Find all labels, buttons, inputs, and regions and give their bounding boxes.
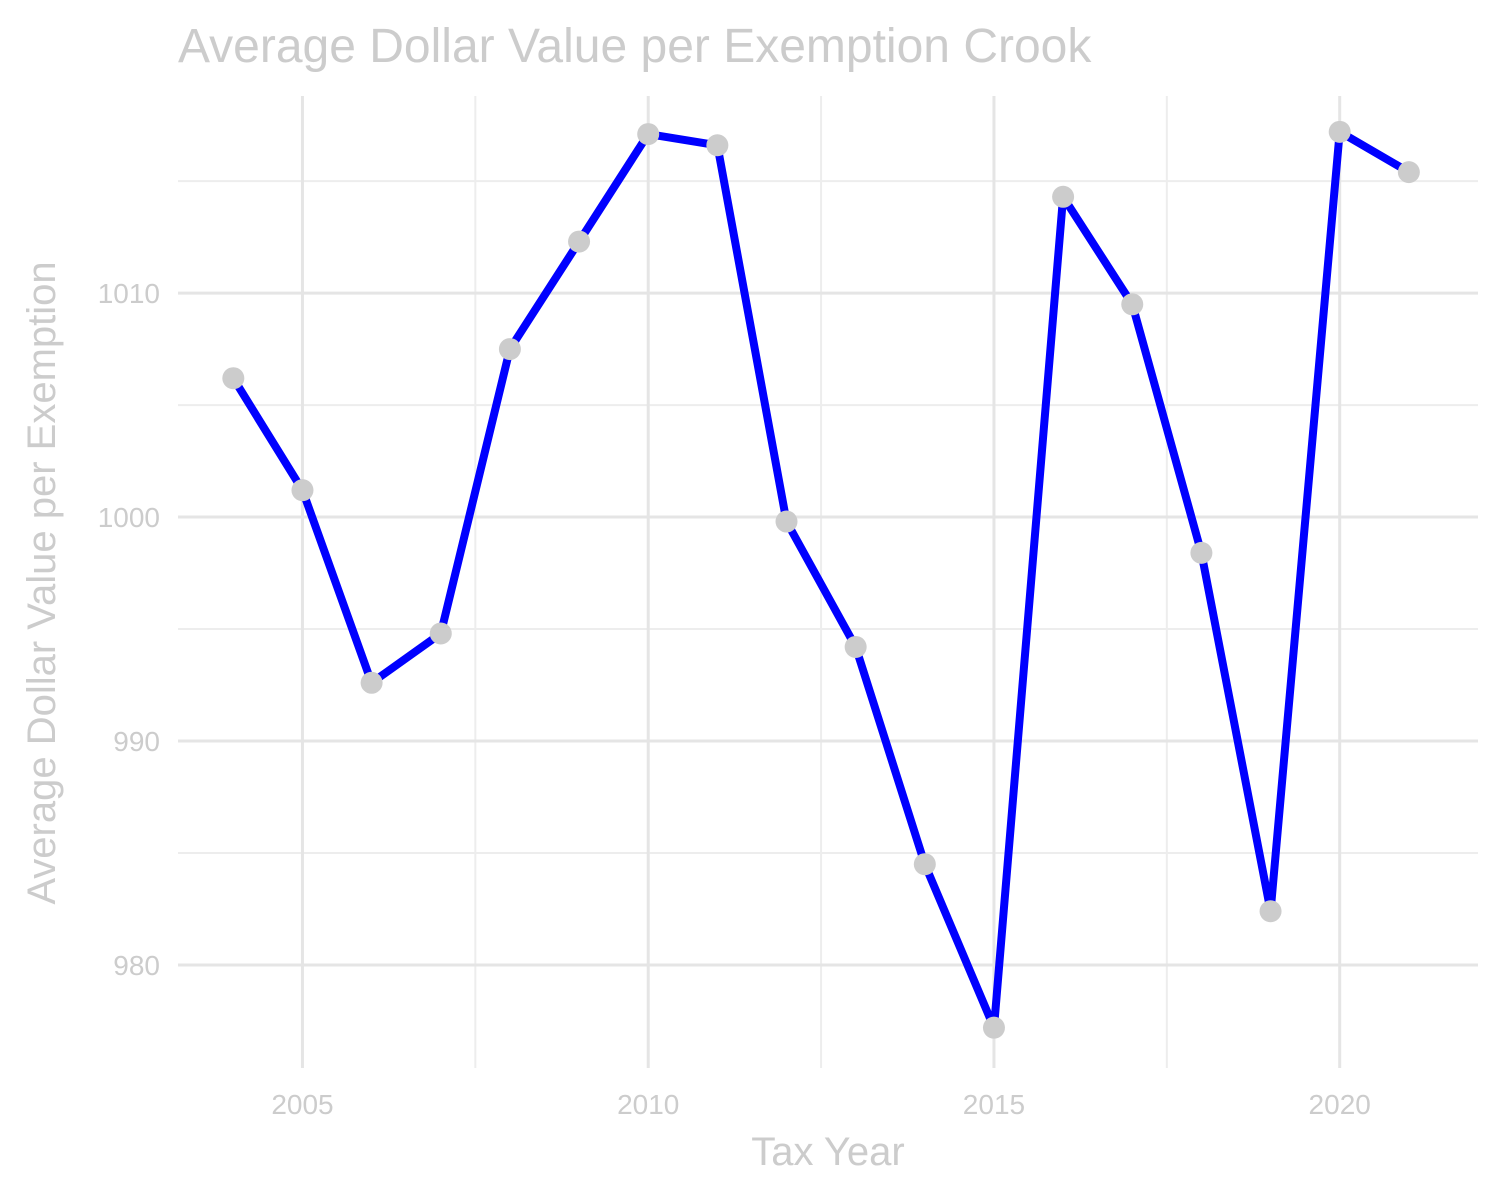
x-tick-label: 2010 <box>617 1089 679 1120</box>
x-tick-label: 2020 <box>1309 1089 1371 1120</box>
data-point <box>291 479 314 502</box>
data-point <box>775 510 798 533</box>
y-tick-label: 1000 <box>98 502 160 533</box>
tick-labels: 980 990 1000 1010 2005 2010 2015 2020 <box>98 278 1371 1120</box>
chart-title: Average Dollar Value per Exemption Crook <box>178 20 1092 73</box>
series-layer <box>222 120 1420 1039</box>
data-point <box>429 622 452 645</box>
data-point <box>1190 541 1213 564</box>
data-point <box>1259 900 1282 923</box>
y-tick-label: 1010 <box>98 278 160 309</box>
data-point <box>1328 120 1351 143</box>
data-point <box>222 367 245 390</box>
data-point <box>568 230 591 253</box>
x-tick-label: 2005 <box>271 1089 333 1120</box>
data-point <box>982 1016 1005 1039</box>
series-line <box>229 127 1413 1032</box>
data-point <box>637 123 660 146</box>
y-tick-label: 990 <box>113 726 160 757</box>
y-tick-label: 980 <box>113 950 160 981</box>
data-point <box>844 635 867 658</box>
data-point <box>706 134 729 157</box>
data-point <box>913 853 936 876</box>
x-tick-label: 2015 <box>963 1089 1025 1120</box>
data-point <box>1052 185 1075 208</box>
data-point <box>360 671 383 694</box>
grid <box>178 96 1478 1068</box>
y-axis-title: Average Dollar Value per Exemption <box>20 261 64 904</box>
data-point <box>1397 161 1420 184</box>
data-point <box>1121 293 1144 316</box>
x-axis-title: Tax Year <box>751 1130 904 1174</box>
data-point <box>498 338 521 361</box>
